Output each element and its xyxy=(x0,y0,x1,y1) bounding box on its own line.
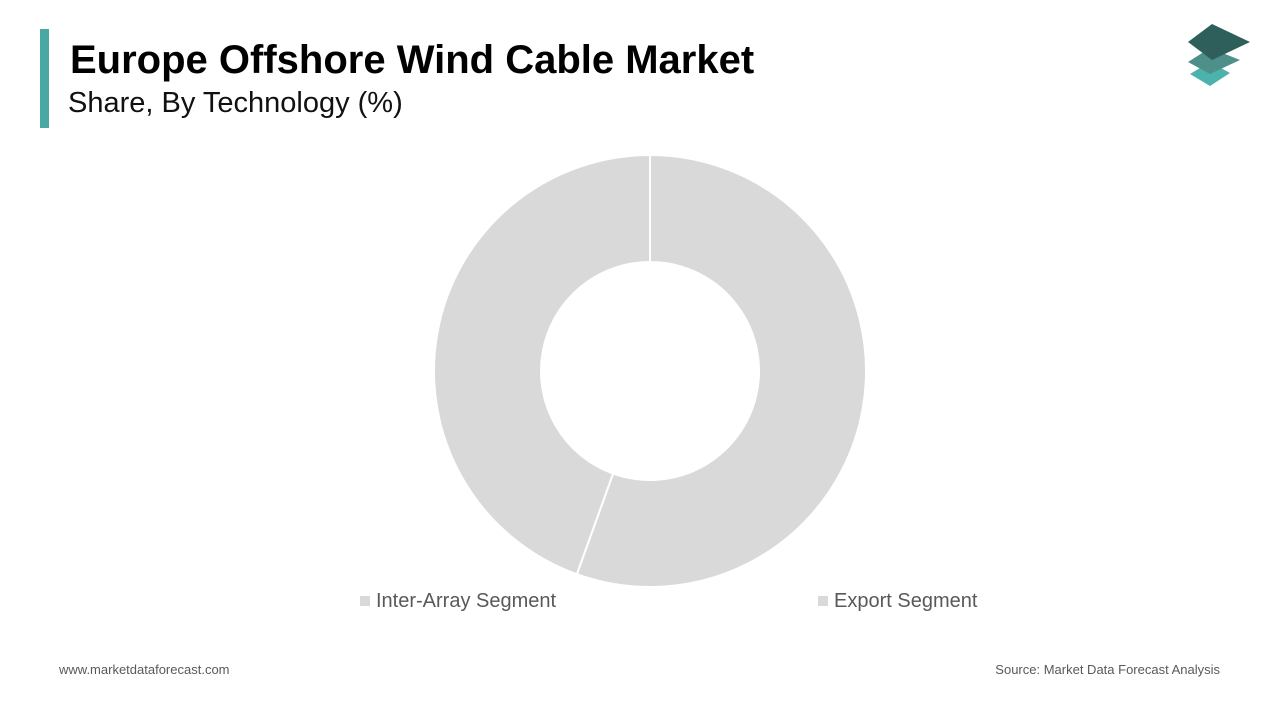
donut-slice-inter-array xyxy=(433,153,651,576)
page-subtitle: Share, By Technology (%) xyxy=(68,87,403,119)
logo-top-layer xyxy=(1188,24,1250,60)
footer-source: Source: Market Data Forecast Analysis xyxy=(995,662,1220,677)
legend-swatch-inter-array xyxy=(360,596,370,606)
legend-swatch-export xyxy=(818,596,828,606)
title-accent-bar xyxy=(40,29,49,128)
legend-label-inter-array: Inter-Array Segment xyxy=(376,589,557,612)
donut-chart xyxy=(433,153,867,588)
footer-website: www.marketdataforecast.com xyxy=(59,662,230,677)
legend-item-export: Export Segment xyxy=(818,589,977,613)
stacked-layers-logo-icon xyxy=(1188,24,1250,86)
legend-label-export: Export Segment xyxy=(834,589,978,612)
logo-middle-layer xyxy=(1188,48,1240,74)
page-title: Europe Offshore Wind Cable Market xyxy=(70,38,755,82)
legend-item-inter-array: Inter-Array Segment xyxy=(360,589,556,613)
donut-slice-export xyxy=(575,153,867,588)
